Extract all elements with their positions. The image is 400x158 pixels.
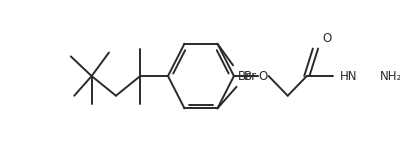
Text: O: O	[322, 32, 332, 45]
Text: Br: Br	[237, 70, 250, 83]
Text: NH₂: NH₂	[380, 70, 400, 82]
Text: HN: HN	[340, 70, 357, 82]
Text: Br: Br	[244, 70, 256, 83]
Text: O: O	[259, 70, 268, 82]
